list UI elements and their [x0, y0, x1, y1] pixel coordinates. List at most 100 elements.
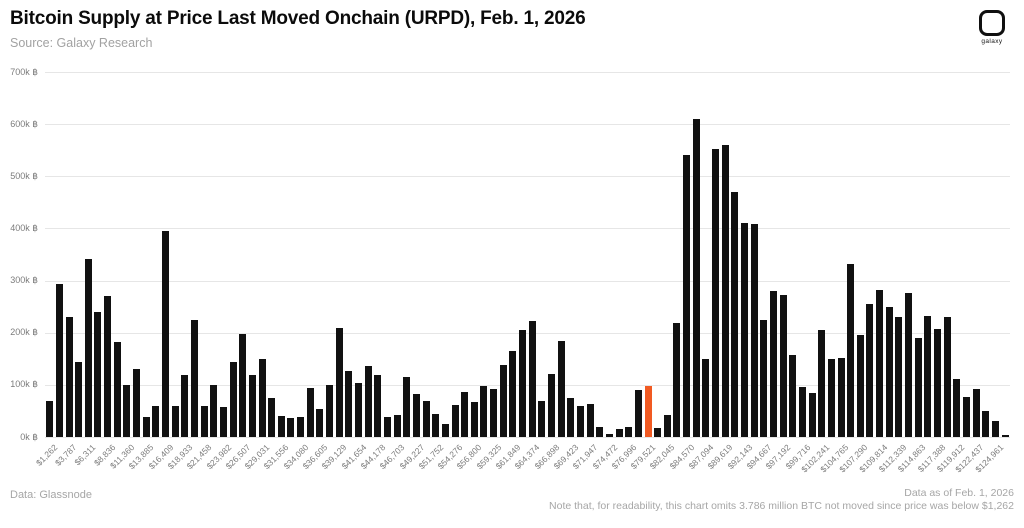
supply-bar — [113, 341, 121, 437]
supply-bar — [123, 384, 131, 437]
supply-bar — [200, 405, 208, 437]
y-tick-label: 100k ฿ — [10, 379, 38, 390]
supply-bar — [702, 359, 710, 437]
gridline — [45, 280, 1010, 282]
supply-bar — [557, 341, 565, 437]
supply-bar — [943, 316, 951, 437]
supply-bar — [432, 414, 440, 437]
supply-bar — [364, 366, 372, 437]
supply-bar — [741, 223, 749, 437]
data-as-of-note: Data as of Feb. 1, 2026 — [904, 487, 1014, 499]
supply-bar — [750, 224, 758, 437]
supply-bar — [142, 417, 150, 437]
supply-bar — [576, 405, 584, 437]
supply-bar — [519, 330, 527, 437]
supply-bar — [258, 358, 266, 437]
galaxy-logo-label: galaxy — [981, 38, 1003, 45]
supply-bar — [837, 357, 845, 437]
supply-bar — [162, 230, 170, 437]
supply-bar — [972, 388, 980, 437]
gridline — [45, 176, 1010, 178]
supply-bar — [480, 386, 488, 437]
supply-bar — [567, 397, 575, 437]
supply-bar — [615, 429, 623, 437]
supply-bar — [779, 294, 787, 437]
y-tick-label: 500k ฿ — [10, 170, 38, 181]
supply-bar — [866, 303, 874, 437]
supply-bar — [326, 384, 334, 437]
supply-bar — [229, 362, 237, 437]
data-source-note: Data: Glassnode — [10, 489, 92, 501]
supply-bar — [712, 149, 720, 437]
gridline — [45, 332, 1010, 334]
supply-bar — [84, 259, 92, 437]
supply-bar — [316, 408, 324, 437]
supply-bar — [441, 423, 449, 437]
chart-subtitle: Source: Galaxy Research — [10, 36, 153, 50]
supply-bar — [905, 292, 913, 437]
supply-bar — [634, 389, 642, 437]
supply-bar — [683, 154, 691, 437]
supply-bar — [219, 407, 227, 437]
y-tick-label: 700k ฿ — [10, 66, 38, 77]
supply-bar — [94, 311, 102, 437]
supply-bar — [335, 328, 343, 437]
supply-bar — [847, 263, 855, 437]
supply-bar — [808, 393, 816, 437]
y-tick-label: 300k ฿ — [10, 275, 38, 286]
y-tick-label: 200k ฿ — [10, 327, 38, 338]
highlighted-bar — [644, 385, 652, 437]
supply-bar — [769, 291, 777, 437]
supply-bar — [885, 307, 893, 437]
chart-title: Bitcoin Supply at Price Last Moved Oncha… — [10, 8, 586, 29]
supply-bar — [991, 421, 999, 437]
y-tick-label: 600k ฿ — [10, 118, 38, 129]
supply-bar — [46, 400, 54, 437]
supply-bar — [538, 400, 546, 437]
supply-bar — [422, 400, 430, 437]
supply-bar — [306, 387, 314, 437]
supply-bar — [393, 415, 401, 437]
y-tick-label: 400k ฿ — [10, 222, 38, 233]
supply-bar — [470, 402, 478, 437]
supply-bar — [673, 323, 681, 437]
supply-bar — [856, 335, 864, 437]
supply-bar — [499, 365, 507, 437]
supply-bar — [731, 191, 739, 437]
supply-bar — [596, 427, 604, 437]
supply-bar — [152, 406, 160, 437]
galaxy-squircle-icon — [979, 10, 1005, 36]
supply-bar — [75, 362, 83, 437]
supply-bar — [239, 333, 247, 437]
supply-bar — [248, 375, 256, 437]
supply-bar — [412, 393, 420, 437]
supply-bar — [171, 405, 179, 437]
supply-bar — [827, 359, 835, 437]
supply-bar — [663, 414, 671, 437]
supply-bar — [760, 320, 768, 437]
supply-bar — [55, 283, 63, 437]
supply-bar — [789, 355, 797, 437]
supply-bar — [876, 290, 884, 437]
y-tick-label: 0k ฿ — [20, 431, 38, 442]
supply-bar — [403, 376, 411, 437]
supply-bar — [490, 388, 498, 437]
supply-bar — [798, 387, 806, 437]
supply-bar — [509, 350, 517, 437]
supply-bar — [374, 374, 382, 437]
supply-bar — [914, 338, 922, 437]
supply-bar — [181, 374, 189, 437]
supply-bar — [934, 328, 942, 437]
supply-bar — [654, 428, 662, 437]
supply-bar — [461, 391, 469, 437]
gridline — [45, 228, 1010, 230]
supply-bar — [625, 427, 633, 437]
supply-bar — [953, 379, 961, 437]
supply-bar — [210, 384, 218, 437]
supply-bar — [895, 317, 903, 437]
supply-bar — [982, 411, 990, 437]
supply-bar — [692, 118, 700, 437]
supply-bar — [355, 382, 363, 437]
supply-bar — [65, 316, 73, 437]
